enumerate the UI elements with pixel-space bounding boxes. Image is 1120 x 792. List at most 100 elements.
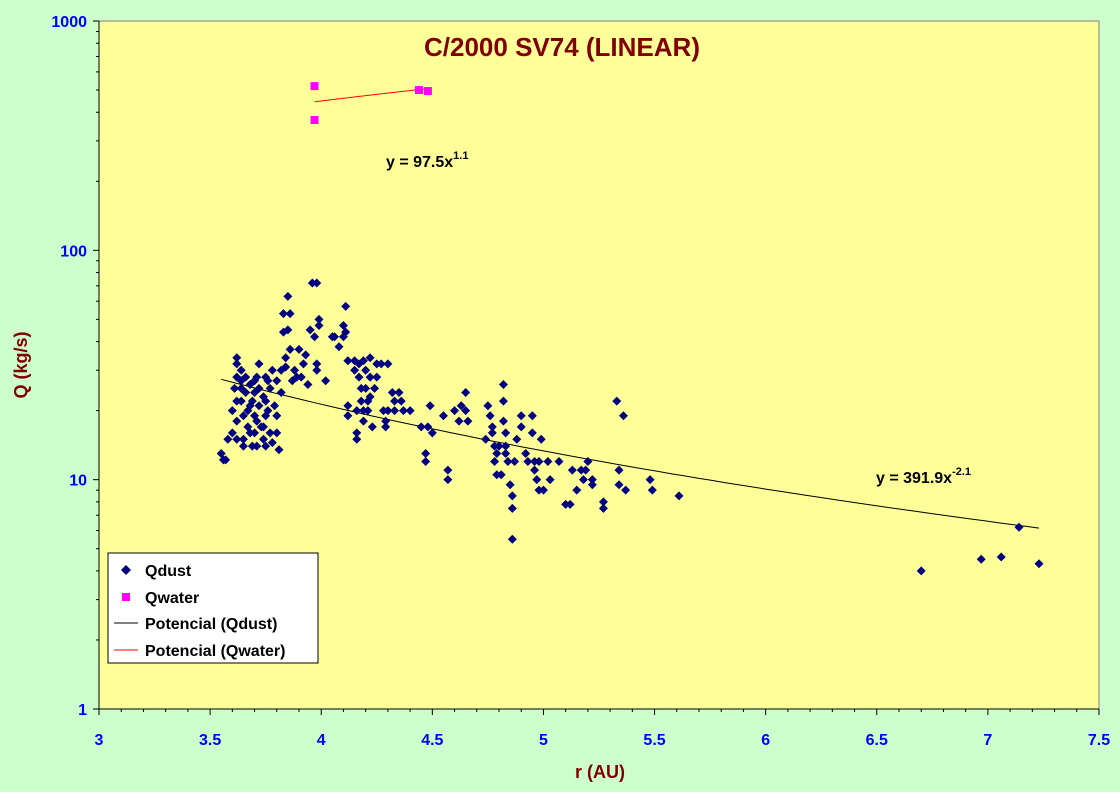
qdust-point xyxy=(494,441,504,451)
tick-labels: 3 3.5 4 4.5 5 5.5 6 6.5 7 7.5 1 10 100 1000 xyxy=(51,14,1110,749)
qdust-point xyxy=(398,406,408,416)
qdust-point xyxy=(443,475,453,485)
qdust-point xyxy=(454,416,464,426)
qdust-point xyxy=(421,457,431,467)
qdust-point xyxy=(227,406,237,416)
legend-water-trend-label: Potencial (Qwater) xyxy=(145,643,285,660)
qdust-point xyxy=(512,434,522,444)
qdust-point xyxy=(438,411,448,421)
y-tick-label: 100 xyxy=(60,243,87,260)
legend-qwater-label: Qwater xyxy=(145,590,199,607)
qdust-point xyxy=(252,416,262,426)
qdust-point xyxy=(583,457,593,467)
legend-qwater-marker xyxy=(122,593,130,601)
qdust-point xyxy=(352,428,362,438)
qdust-point xyxy=(492,449,502,459)
qwater-point xyxy=(310,116,319,125)
qdust-point xyxy=(272,411,282,421)
qdust-point xyxy=(238,411,248,421)
qdust-point xyxy=(358,416,368,426)
qdust-point xyxy=(498,416,508,426)
x-tick-label: 5.5 xyxy=(643,732,665,749)
qdust-point xyxy=(310,332,320,342)
qdust-point xyxy=(358,356,368,366)
qdust-point xyxy=(254,359,264,369)
qdust-point xyxy=(283,325,293,335)
qdust-point xyxy=(463,416,473,426)
qdust-point xyxy=(396,396,406,406)
qdust-point xyxy=(263,376,273,386)
qdust-point xyxy=(250,428,260,438)
qdust-point xyxy=(461,406,471,416)
qdust-point xyxy=(274,445,284,455)
qdust-point xyxy=(352,406,362,416)
qdust-point xyxy=(503,457,513,467)
qdust-point xyxy=(521,449,531,459)
legend-dust-trend-label: Potencial (Qdust) xyxy=(145,616,277,633)
x-tick-label: 3 xyxy=(95,732,104,749)
qdust-point xyxy=(443,465,453,475)
x-tick-label: 4 xyxy=(317,732,326,749)
qwater-point xyxy=(415,86,423,95)
y-tick-label: 10 xyxy=(69,473,87,490)
qdust-point xyxy=(381,416,391,426)
qdust-point xyxy=(421,449,431,459)
qdust-point xyxy=(507,503,517,513)
qdust-point xyxy=(485,411,495,421)
x-axis-title: r (AU) xyxy=(575,762,625,782)
qdust-point xyxy=(612,396,622,406)
qdust-point xyxy=(487,428,497,438)
x-tick-label: 4.5 xyxy=(421,732,443,749)
qdust-point xyxy=(370,383,380,393)
qdust-point xyxy=(270,401,280,411)
qdust-point xyxy=(352,434,362,444)
qdust-point xyxy=(247,396,257,406)
qdust-point xyxy=(390,396,400,406)
qdust-point xyxy=(598,503,608,513)
qdust-point xyxy=(1014,522,1024,532)
axes xyxy=(93,20,1100,715)
qdust-point xyxy=(1034,559,1044,569)
qdust-point xyxy=(238,434,248,444)
qdust-point xyxy=(278,309,288,319)
qdust-point xyxy=(527,411,537,421)
qdust-point xyxy=(281,353,291,363)
qdust-point xyxy=(536,434,546,444)
potencial-qwater-trendline xyxy=(314,88,428,103)
qdust-point xyxy=(223,434,233,444)
qdust-point xyxy=(252,372,262,382)
qdust-point xyxy=(376,359,386,369)
qdust-point xyxy=(296,372,306,382)
qdust-point xyxy=(241,387,251,397)
qdust-point xyxy=(578,475,588,485)
qdust-point xyxy=(587,475,597,485)
qdust-point xyxy=(330,332,340,342)
dust-equation: y = 391.9x-2.1 xyxy=(876,466,971,487)
qdust-point xyxy=(505,480,515,490)
qdust-point xyxy=(303,379,313,389)
qdust-point xyxy=(232,416,242,426)
y-axis-title: Q (kg/s) xyxy=(11,331,31,398)
qdust-point xyxy=(614,480,624,490)
qdust-point xyxy=(356,396,366,406)
qdust-point xyxy=(516,422,526,432)
qdust-point xyxy=(381,422,391,432)
qdust-point xyxy=(534,457,544,467)
qdust-point xyxy=(267,365,277,375)
qdust-point xyxy=(261,441,271,451)
qwater-point xyxy=(423,87,432,96)
qdust-point xyxy=(383,406,393,416)
water-equation: y = 97.5x1.1 xyxy=(386,150,468,171)
x-tick-label: 6 xyxy=(761,732,770,749)
qdust-point xyxy=(423,422,433,432)
qdust-point xyxy=(254,383,264,393)
qdust-point xyxy=(238,441,248,451)
qdust-point xyxy=(276,387,286,397)
qdust-point xyxy=(314,314,324,324)
qwater-series xyxy=(310,82,432,125)
qdust-point xyxy=(283,291,293,301)
qdust-point xyxy=(581,465,591,475)
qdust-point xyxy=(416,422,426,432)
qdust-point xyxy=(427,428,437,438)
